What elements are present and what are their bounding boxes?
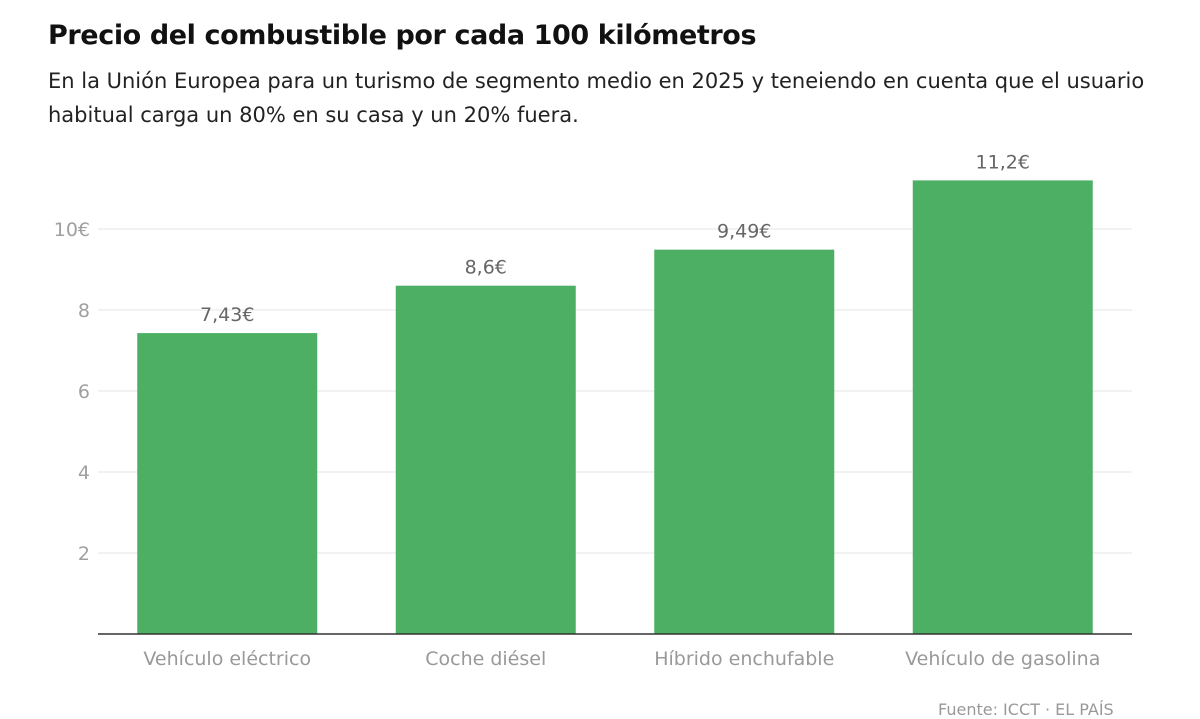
y-tick-label: 8 (78, 300, 90, 322)
category-label: Híbrido enchufable (654, 648, 834, 670)
bar (654, 249, 835, 634)
data-label: 8,6€ (465, 257, 507, 279)
bar (395, 285, 576, 634)
category-label: Vehículo de gasolina (905, 648, 1100, 670)
y-tick-label: 4 (78, 462, 90, 484)
category-label: Coche diésel (425, 648, 546, 670)
y-tick-label: 2 (78, 543, 90, 565)
data-label: 7,43€ (200, 304, 254, 326)
source-note: Fuente: ICCT · EL PAÍS (938, 700, 1114, 719)
y-tick-label: 10€ (54, 219, 90, 241)
data-label: 9,49€ (717, 221, 771, 243)
bar (137, 333, 318, 634)
data-label: 11,2€ (976, 151, 1030, 173)
chart-subtitle: En la Unión Europea para un turismo de s… (48, 69, 1145, 127)
y-tick-label: 6 (78, 381, 90, 403)
chart-title: Precio del combustible por cada 100 kiló… (48, 20, 757, 51)
category-label: Vehículo eléctrico (143, 648, 311, 670)
bar (912, 180, 1093, 634)
